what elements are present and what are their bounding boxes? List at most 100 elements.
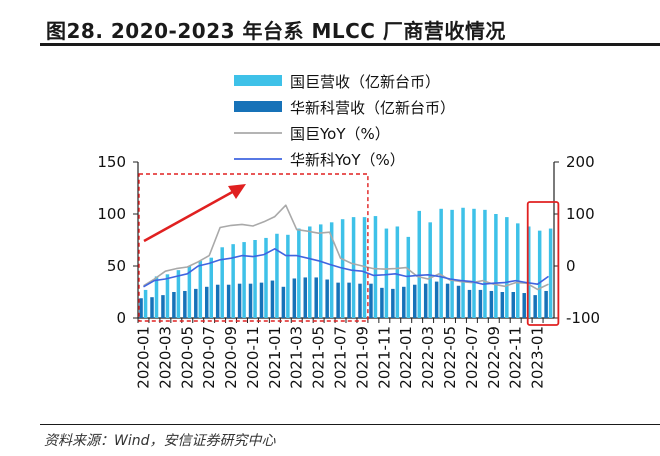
bar-walsin-revenue [347,282,351,318]
y-left-tick-label: 100 [97,205,126,223]
y-right-tick-label: 0 [566,257,576,275]
bar-yageo-revenue [373,216,378,318]
bar-yageo-revenue [143,289,148,318]
bar-yageo-revenue [472,208,476,318]
bar-walsin-revenue [336,282,340,318]
bar-yageo-revenue [209,257,214,318]
legend-label: 华新科营收（亿新台币） [290,99,455,117]
x-tick-label: 2020-05 [178,326,196,389]
x-tick-label: 2021-09 [353,326,371,389]
bar-yageo-revenue [264,237,268,318]
bar-yageo-revenue [417,210,422,318]
bar-yageo-revenue [439,208,443,318]
y-right-tick-label: -100 [566,309,600,327]
bar-yageo-revenue [494,214,498,318]
bar-walsin-revenue [248,283,253,318]
bar-walsin-revenue [314,277,318,318]
bar-yageo-revenue [428,222,432,318]
x-tick-label: 2022-09 [485,326,503,389]
bar-walsin-revenue [544,290,548,318]
bar-yageo-revenue [483,209,487,318]
bar-walsin-revenue [194,288,198,318]
x-tick-label: 2022-11 [507,326,525,389]
bar-walsin-revenue [161,295,165,318]
bar-walsin-revenue [478,289,483,318]
x-tick-label: 2022-01 [397,326,415,389]
y-left-tick-label: 150 [97,153,126,171]
x-tick-label: 2022-03 [419,326,437,389]
x-tick-label: 2021-01 [266,326,284,389]
bar-yageo-revenue [505,217,509,318]
bar-yageo-revenue [176,270,181,318]
x-tick-label: 2020-03 [156,326,174,389]
line-yageo-yoy [143,204,549,291]
trend-arrow-head [228,184,246,199]
highlight-box-2020-2021 [138,173,369,322]
bar-yageo-revenue [308,226,312,318]
bar-yageo-revenue [406,236,411,318]
bar-walsin-revenue [303,277,308,318]
bar-walsin-revenue [434,281,439,318]
legend-swatch-bar [234,75,282,86]
x-tick-label: 2020-01 [134,326,152,389]
bar-yageo-revenue [220,247,224,318]
bar-yageo-revenue [286,234,290,318]
x-tick-label: 2021-05 [310,326,328,389]
bar-walsin-revenue [237,283,242,318]
legend-label: 华新科YoY（%） [290,151,405,169]
y-right-tick-label: 100 [566,205,595,223]
bar-yageo-revenue [242,242,246,318]
bar-yageo-revenue [198,260,203,318]
bar-yageo-revenue [548,228,553,318]
bar-walsin-revenue [172,292,176,318]
x-tick-label: 2020-07 [200,326,218,389]
x-tick-label: 2021-07 [332,326,350,389]
bar-yageo-revenue [526,226,531,318]
bar-yageo-revenue [450,209,454,318]
bar-yageo-revenue [395,226,400,318]
legend-swatch-bar [234,101,282,112]
bar-yageo-revenue [154,276,159,318]
bar-yageo-revenue [231,244,235,318]
bar-yageo-revenue [329,222,334,318]
bar-walsin-revenue [500,292,505,318]
bar-walsin-revenue [358,283,362,318]
line-walsin-yoy [143,248,549,288]
chart-title: 图28. 2020-2023 年台系 MLCC 厂商营收情况 [46,19,506,43]
bar-walsin-revenue [467,289,472,318]
x-tick-label: 2021-11 [375,326,393,389]
bar-walsin-revenue [215,284,220,318]
bar-yageo-revenue [537,230,542,318]
legend-label: 国巨YoY（%） [290,125,390,143]
bar-walsin-revenue [402,286,406,318]
highlight-box-2023 [526,201,560,326]
bar-yageo-revenue [461,207,465,318]
bar-walsin-revenue [292,278,297,318]
y-left-tick-label: 0 [116,309,126,327]
bar-walsin-revenue [270,280,275,318]
bar-walsin-revenue [369,283,373,318]
bar-walsin-revenue [445,283,450,318]
bar-yageo-revenue [275,233,279,318]
trend-arrow-shaft [143,188,237,243]
bar-walsin-revenue [204,286,209,318]
bar-walsin-revenue [456,285,461,318]
bar-walsin-revenue [522,293,526,318]
bar-yageo-revenue [187,266,192,318]
bar-yageo-revenue [516,223,520,318]
bar-walsin-revenue [412,284,417,318]
bar-yageo-revenue [318,224,323,318]
bar-yageo-revenue [362,217,367,318]
bar-walsin-revenue [511,292,516,318]
x-tick-label: 2022-07 [463,326,481,389]
source-rule [40,424,660,425]
bar-yageo-revenue [253,240,257,318]
x-tick-label: 2023-01 [529,326,547,389]
bar-walsin-revenue [183,290,187,318]
bar-walsin-revenue [325,279,329,318]
y-right-tick-label: 200 [566,153,595,171]
bar-walsin-revenue [150,297,154,318]
bar-walsin-revenue [281,286,286,318]
bar-walsin-revenue [226,284,231,318]
